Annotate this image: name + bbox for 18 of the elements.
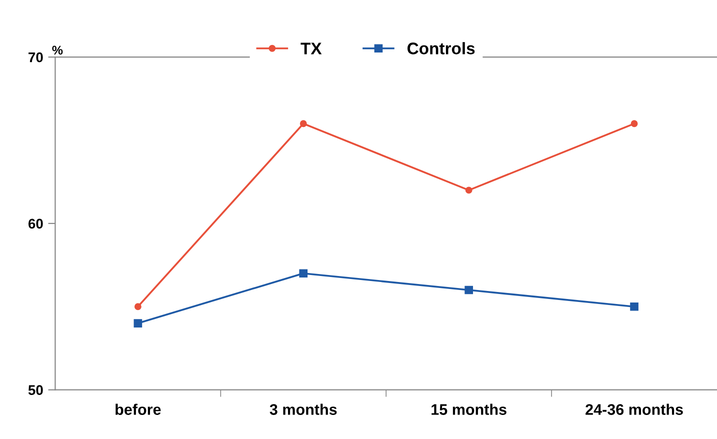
x-tick-label: 15 months	[432, 404, 506, 415]
point	[630, 120, 638, 128]
y-axis-title: %	[52, 46, 63, 55]
legend-label: Controls	[407, 42, 475, 54]
point	[465, 186, 472, 194]
point	[464, 286, 473, 294]
x-tick-label: 24-36 months	[586, 404, 683, 415]
y-tick-label: 50	[28, 385, 43, 395]
point	[630, 302, 638, 311]
point	[134, 319, 142, 328]
x-tick-label: before	[116, 404, 161, 415]
point	[299, 269, 308, 278]
point	[134, 303, 142, 310]
legend-label: TX	[300, 42, 322, 54]
x-tick-label: 3 months	[270, 404, 337, 415]
point	[300, 120, 307, 128]
y-tick-label: 60	[28, 218, 43, 229]
y-tick-label: 70	[28, 52, 43, 62]
